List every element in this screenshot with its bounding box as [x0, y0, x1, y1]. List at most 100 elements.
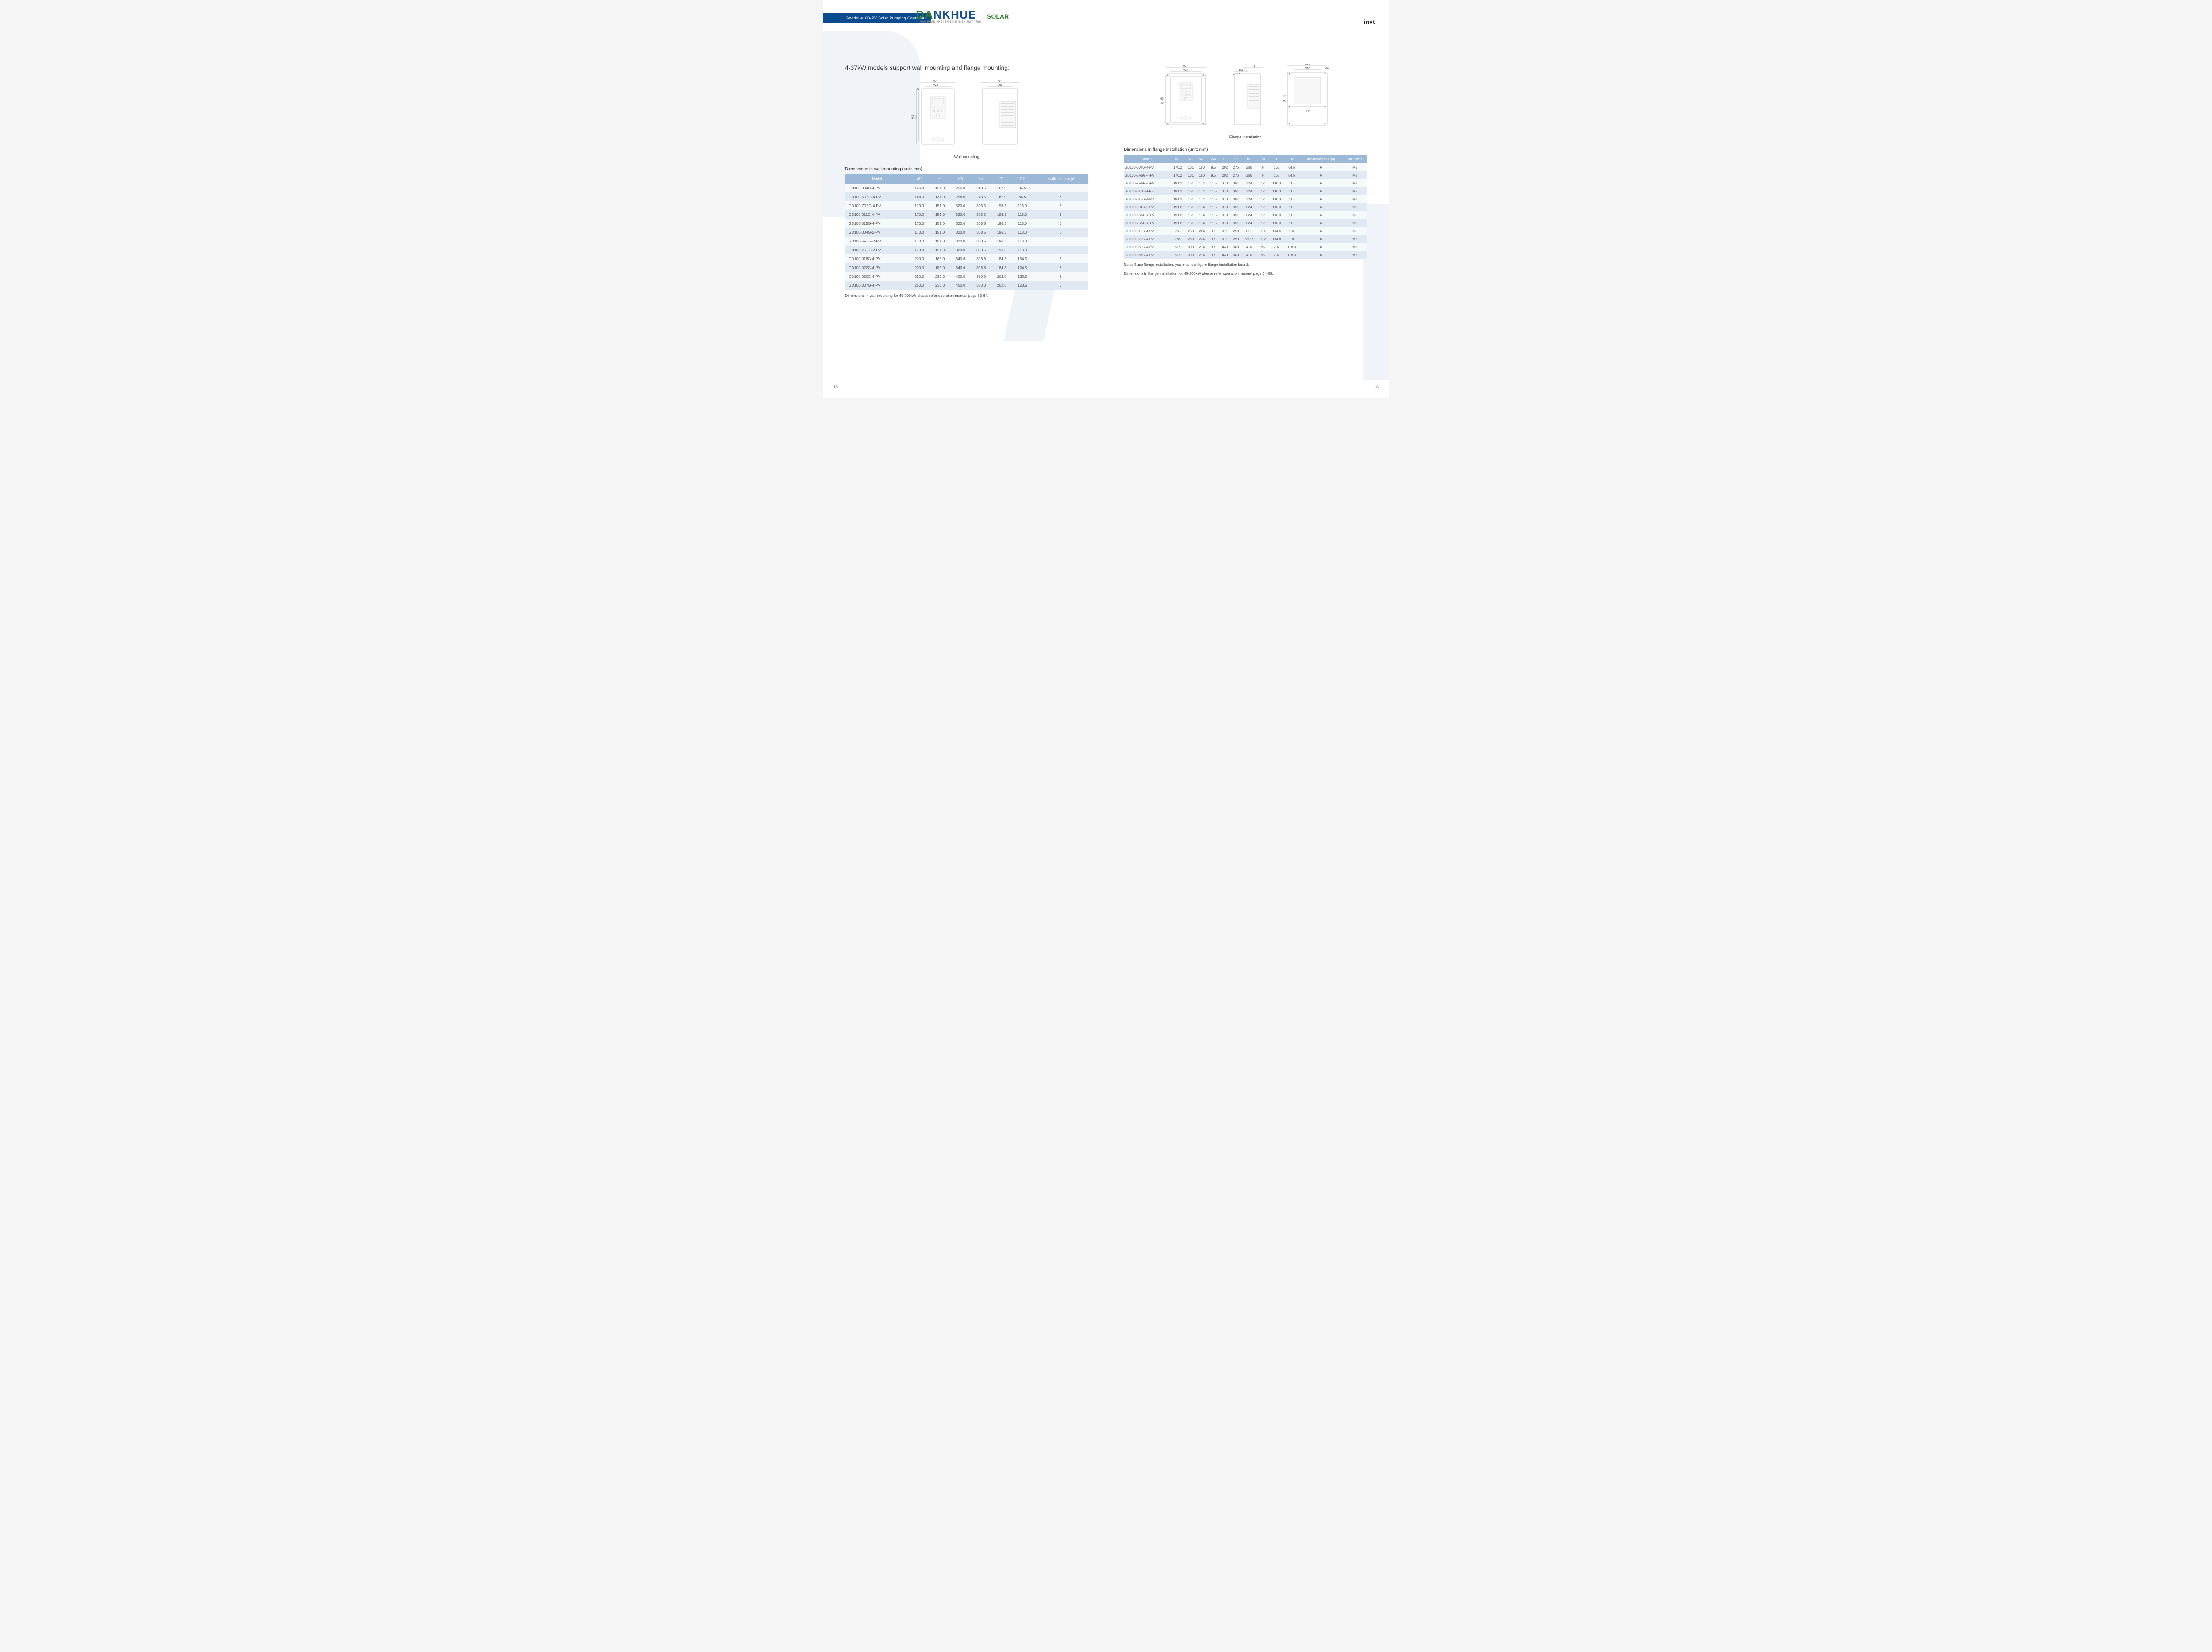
- svg-text:W1: W1: [933, 80, 938, 83]
- table-cell: 84.5: [1284, 171, 1299, 179]
- table-cell: 243.5: [971, 192, 991, 201]
- table-cell: 118.3: [1284, 251, 1299, 259]
- table-header: H3: [950, 174, 971, 184]
- logo: DANKHUE — NHÀ PHÂN PHỐI THIẾT BỊ ĐIỆN MẶ…: [916, 8, 1009, 23]
- table-row: GD100-004G-4-PV170.21311509.529227626061…: [1124, 163, 1367, 171]
- table-cell: 196.3: [991, 246, 1012, 254]
- svg-text:H1: H1: [1160, 97, 1164, 100]
- table-cell: 230.0: [929, 281, 950, 290]
- table-cell: 300: [1185, 251, 1196, 259]
- table-cell: 170.0: [909, 201, 930, 210]
- table-cell: 370: [1219, 179, 1230, 187]
- svg-text:W2: W2: [1183, 69, 1188, 72]
- table-cell: 12: [1257, 187, 1269, 195]
- table-cell: 250.0: [909, 272, 930, 281]
- table-cell: 151.0: [929, 237, 950, 246]
- table-cell: 202: [1269, 251, 1284, 259]
- table-cell: 202: [1269, 243, 1284, 251]
- table-cell: 276: [1230, 171, 1241, 179]
- table-cell: 12: [1257, 211, 1269, 219]
- table-cell: 174: [1196, 219, 1207, 227]
- table-cell: 11.5: [1207, 179, 1219, 187]
- table-cell: 113: [1284, 195, 1299, 203]
- table-cell: 131: [1185, 163, 1196, 171]
- table-cell: 185.0: [929, 254, 950, 263]
- table-header: Installation hole (d): [1033, 174, 1088, 184]
- table-cell: GD100-022G-4-PV: [1124, 235, 1170, 243]
- table-cell: 13: [1207, 235, 1219, 243]
- table-cell: 113: [1284, 219, 1299, 227]
- table-cell: 6: [1033, 210, 1088, 219]
- table-cell: GD100-022G-4-PV: [845, 263, 909, 272]
- flange-table-caption: Dimensions in flange installation (unit:…: [1124, 147, 1367, 152]
- table-cell: 196.3: [1269, 219, 1284, 227]
- table-cell: 167: [1269, 163, 1284, 171]
- table-cell: 6: [1033, 237, 1088, 246]
- table-row: GD100-5R5G-2-PV170.0151.0320.0303.5196.3…: [845, 237, 1088, 246]
- table-header: H1: [1219, 155, 1230, 163]
- table-cell: 113.0: [1012, 228, 1033, 237]
- table-cell: 191.2: [1170, 203, 1185, 211]
- table-cell: GD100-015G-4-PV: [845, 219, 909, 228]
- table-cell: 12: [1257, 203, 1269, 211]
- table-cell: 84.5: [1012, 192, 1033, 201]
- table-cell: 324: [1241, 219, 1256, 227]
- table-cell: GD100-018G-4-PV: [1124, 227, 1170, 235]
- table-cell: 324: [1241, 187, 1256, 195]
- table-cell: GD100-015G-4-PV: [1124, 195, 1170, 203]
- table-cell: 303.5: [971, 201, 991, 210]
- table-cell: M5: [1343, 187, 1367, 195]
- table-cell: 191.2: [1170, 195, 1185, 203]
- table-cell: M5: [1343, 211, 1367, 219]
- table-header: D1: [1269, 155, 1284, 163]
- table-cell: 324: [1241, 179, 1256, 187]
- table-cell: M5: [1343, 235, 1367, 243]
- wall-mounting-diagrams: W1 W2 Ø H1 H2: [845, 79, 1088, 150]
- table-cell: 351: [1230, 187, 1241, 195]
- logo-solar: SOLAR: [987, 13, 1009, 20]
- table-row: GD100-004G-4-PV146.0131.0256.0243.5167.0…: [845, 184, 1088, 192]
- table-cell: 274: [1196, 251, 1207, 259]
- table-cell: 6: [1033, 201, 1088, 210]
- table-cell: GD100-011G-4-PV: [845, 210, 909, 219]
- logo-part2: NKHUE: [933, 8, 976, 21]
- table-cell: 174: [1196, 203, 1207, 211]
- table-cell: 6: [1299, 235, 1343, 243]
- table-cell: 167.0: [991, 184, 1012, 192]
- table-cell: GD100-030G-4-PV: [1124, 243, 1170, 251]
- table-cell: 202.0: [991, 281, 1012, 290]
- table-cell: 6: [1033, 228, 1088, 237]
- table-row: GD100-5R5G-4-PV170.21311509.529227626061…: [1124, 171, 1367, 179]
- page-spread: Goodrive100-PV Solar Pumping Controller …: [823, 0, 1389, 398]
- table-cell: 13: [1207, 243, 1219, 251]
- table-cell: 104.5: [1012, 263, 1033, 272]
- flange-diagrams: W1 W2 H1 H2: [1124, 64, 1367, 131]
- table-cell: 151: [1185, 187, 1196, 195]
- table-cell: 292: [1219, 163, 1230, 171]
- table-cell: 13: [1207, 227, 1219, 235]
- table-cell: 370: [1219, 203, 1230, 211]
- table-cell: 250: [1185, 227, 1196, 235]
- wall-mount-caption: Wall mounting: [845, 154, 1088, 159]
- table-cell: 13: [1207, 251, 1219, 259]
- table-cell: 104: [1284, 235, 1299, 243]
- table-cell: 196.3: [1269, 211, 1284, 219]
- table-cell: 300: [1230, 243, 1241, 251]
- table-cell: 6: [1033, 281, 1088, 290]
- table-cell: 191.2: [1170, 187, 1185, 195]
- table-cell: 200.0: [909, 263, 930, 272]
- table-cell: 6: [1033, 246, 1088, 254]
- table-cell: GD100-5R5G-4-PV: [845, 192, 909, 201]
- table-cell: M5: [1343, 171, 1367, 179]
- table-cell: 113: [1284, 179, 1299, 187]
- flange-side-diagram: D1 D2 Ø5.0: [1228, 64, 1267, 131]
- table-cell: 170.0: [909, 210, 930, 219]
- logo-part1: DA: [916, 8, 933, 21]
- table-cell: 113.0: [1012, 210, 1033, 219]
- table-header: H2: [1230, 155, 1241, 163]
- table-cell: 6: [1299, 203, 1343, 211]
- table-cell: 118.3: [1284, 243, 1299, 251]
- table-cell: 12: [1257, 195, 1269, 203]
- table-cell: 151: [1185, 195, 1196, 203]
- table-header: H4: [1257, 155, 1269, 163]
